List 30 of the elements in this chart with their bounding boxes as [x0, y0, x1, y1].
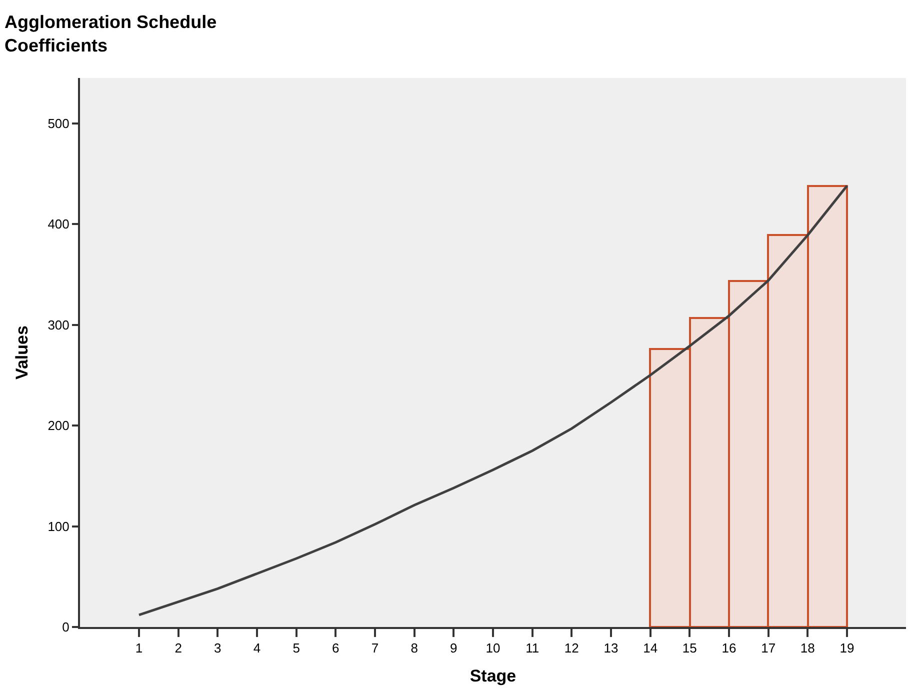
x-tick-label: 14	[643, 640, 658, 656]
x-tick-label: 5	[292, 640, 300, 656]
chart-title: Agglomeration Schedule	[4, 12, 217, 32]
x-tick-label: 18	[800, 640, 815, 656]
line-series	[138, 184, 848, 616]
y-tick-label: 0	[62, 620, 70, 635]
y-tick-label: 500	[48, 116, 70, 131]
x-tick-label: 8	[410, 640, 418, 656]
x-tick-label: 7	[371, 640, 379, 656]
x-tick-label: 15	[682, 640, 697, 656]
y-tick-label: 200	[48, 418, 70, 434]
x-tick-label: 10	[486, 640, 500, 656]
x-tick-label: 13	[604, 640, 618, 656]
y-axis-title: Values	[12, 326, 32, 380]
x-tick-label: 12	[564, 640, 579, 656]
chart-subtitle: Coefficients	[4, 35, 108, 56]
x-tick-label: 6	[332, 640, 340, 656]
x-tick-label: 19	[840, 640, 854, 656]
y-tick-label: 100	[48, 518, 70, 534]
x-tick-label: 11	[526, 640, 540, 656]
x-tick-label: 1	[135, 640, 143, 656]
y-tick-label: 300	[48, 317, 70, 332]
x-tick-label: 17	[761, 640, 776, 656]
x-tick-label: 4	[253, 640, 261, 656]
y-tick-label: 400	[48, 216, 70, 232]
x-tick-label: 9	[450, 640, 458, 656]
x-tick-label: 16	[722, 640, 736, 656]
x-tick-label: 3	[214, 640, 222, 656]
x-axis-title: Stage	[470, 666, 516, 686]
x-tick-label: 2	[174, 640, 182, 656]
